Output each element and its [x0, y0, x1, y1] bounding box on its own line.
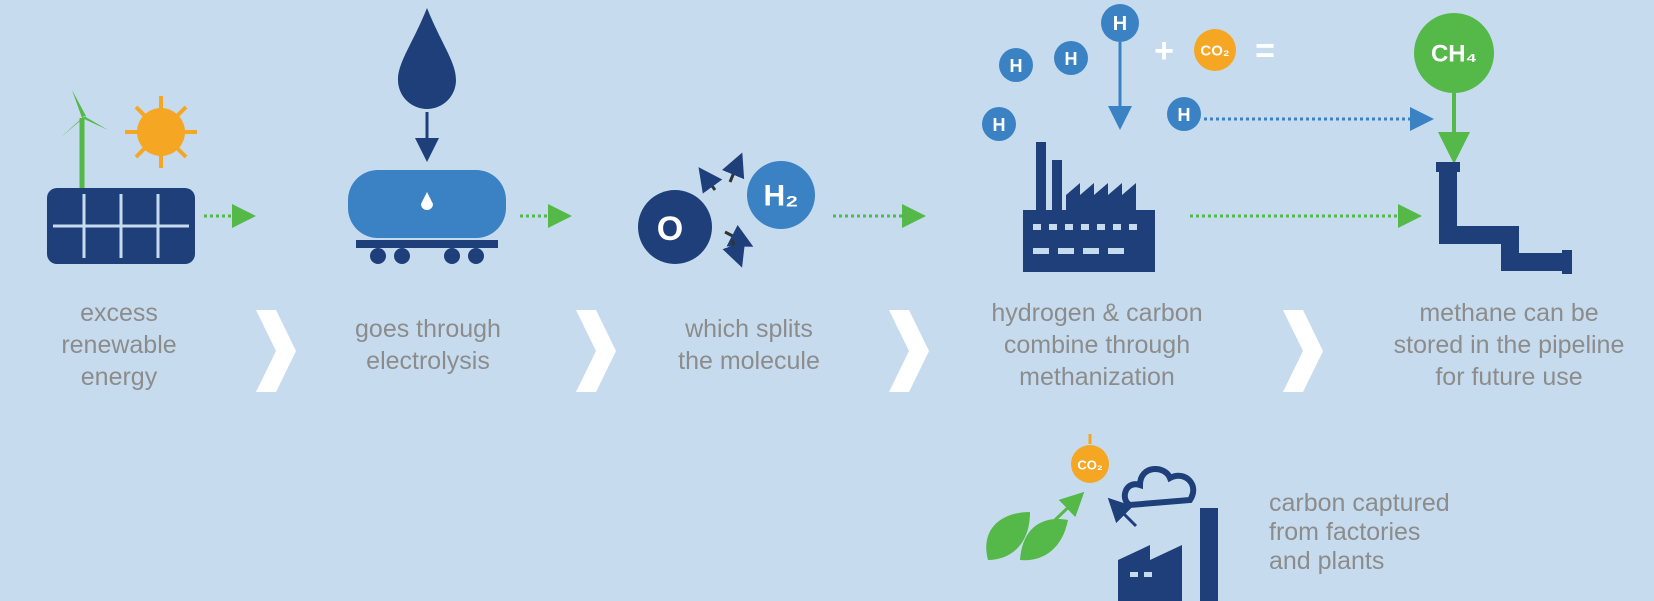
- step-caption: excess: [80, 299, 158, 327]
- h-label: H: [1065, 49, 1078, 69]
- step-caption: energy: [81, 363, 158, 391]
- step-caption: the molecule: [678, 347, 820, 375]
- step-caption: electrolysis: [366, 347, 490, 375]
- renewable-icon: [47, 90, 250, 264]
- step-caption: combine through: [1004, 331, 1190, 359]
- step-caption: methanization: [1019, 363, 1175, 391]
- molecule-icon: O H₂: [638, 158, 920, 264]
- oxygen-label: O: [657, 210, 683, 248]
- step-caption: goes through: [355, 315, 501, 343]
- ch4-label: CH₄: [1431, 41, 1477, 68]
- step-caption: for future use: [1435, 363, 1582, 391]
- plus-sign: +: [1154, 32, 1174, 70]
- side-note-caption: carbon captured: [1269, 489, 1450, 517]
- h-label: H: [993, 115, 1006, 135]
- step-caption: which splits: [684, 315, 813, 343]
- page: {"steps": [ {"caption": ["excess", "rene…: [0, 0, 1654, 601]
- side-note-caption: from factories: [1269, 518, 1420, 546]
- h-label: H: [1178, 105, 1191, 125]
- electrolysis-icon: [348, 8, 566, 264]
- carbon-capture-icon: CO₂: [986, 434, 1218, 601]
- co2-label: CO₂: [1200, 43, 1229, 60]
- equals-sign: =: [1255, 32, 1275, 70]
- co2-label: CO₂: [1077, 458, 1103, 473]
- methanization-icon: H H H H H + CO₂ =: [982, 4, 1428, 272]
- side-note-caption: and plants: [1269, 547, 1384, 575]
- step-caption: hydrogen & carbon: [991, 299, 1202, 327]
- step-caption: methane can be: [1419, 299, 1598, 327]
- pipeline-icon: CH₄: [1414, 13, 1572, 274]
- h-label: H: [1113, 13, 1127, 35]
- h-label: H: [1010, 56, 1023, 76]
- step-caption: stored in the pipeline: [1394, 331, 1625, 359]
- h2-label: H₂: [764, 180, 799, 213]
- step-caption: renewable: [61, 331, 176, 359]
- diagram: O H₂ H H H H H + CO₂ = CH₄: [0, 0, 1654, 601]
